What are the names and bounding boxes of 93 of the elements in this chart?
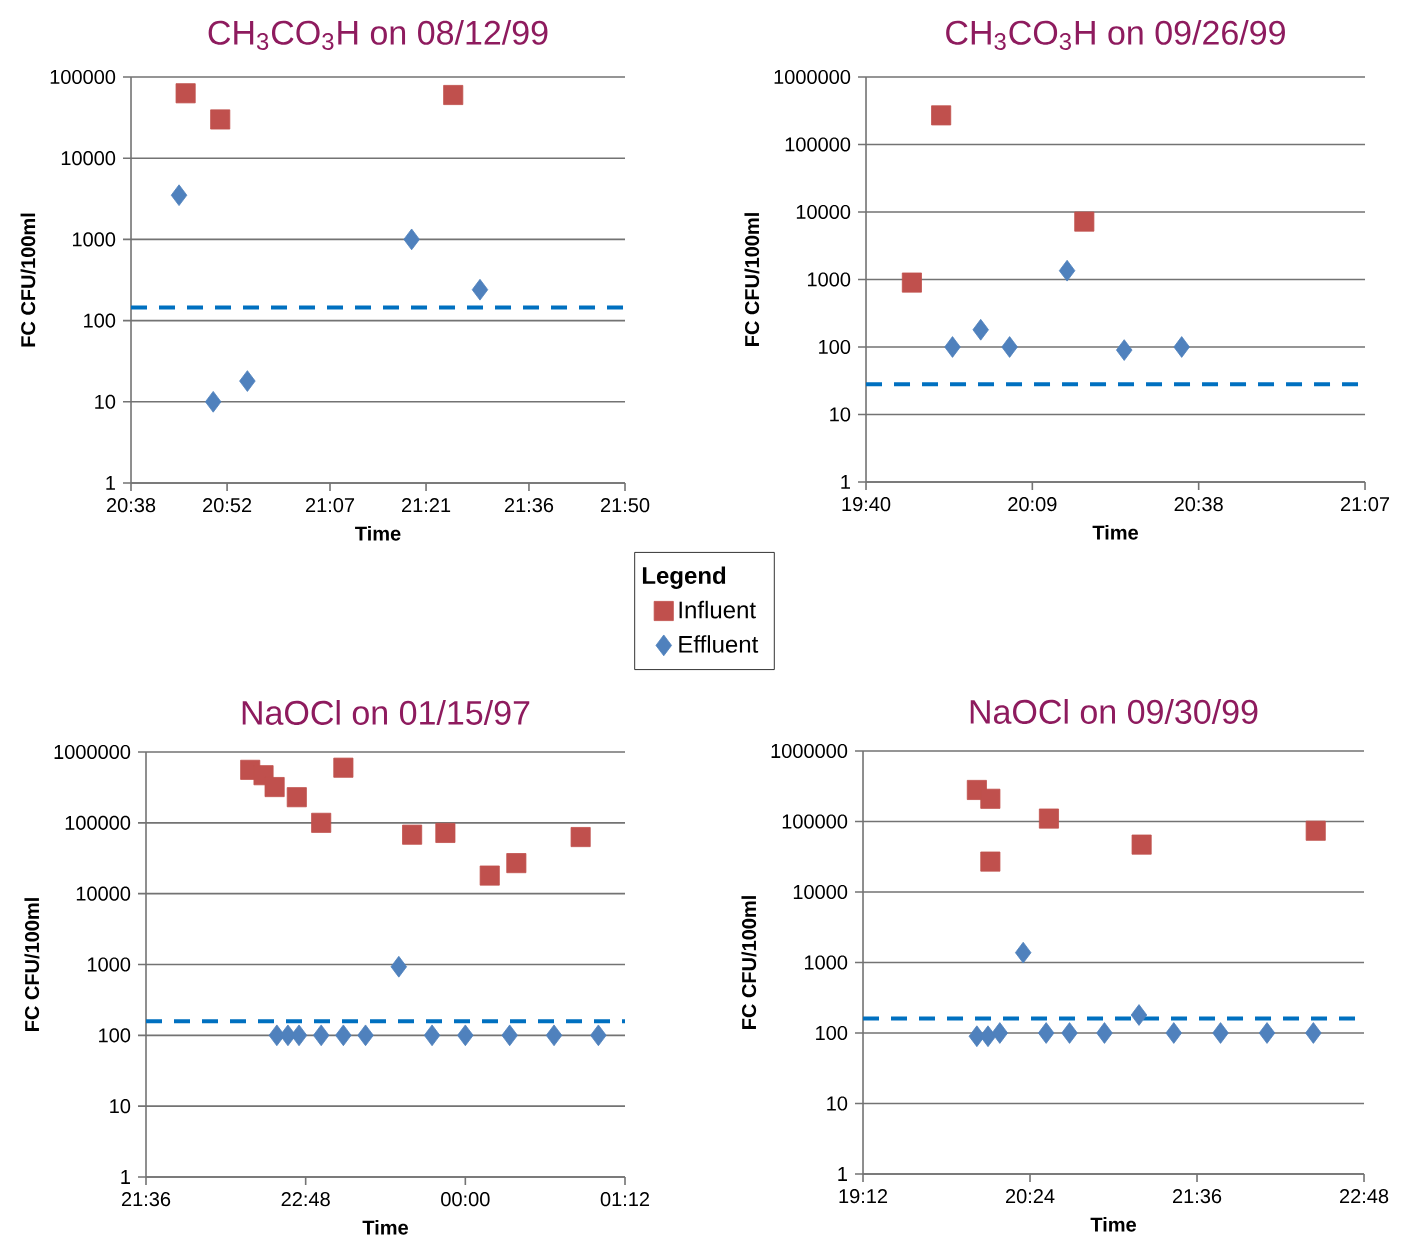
y-axis-title: FC CFU/100ml — [20, 213, 36, 347]
y-axis-title: FC CFU/100ml — [744, 213, 760, 346]
y-tick-label: 100000 — [50, 69, 116, 85]
y-tick-label: 10 — [827, 1096, 848, 1111]
point — [1038, 808, 1059, 829]
y-axis-title: FC CFU/100ml — [24, 898, 40, 1031]
point — [205, 390, 222, 413]
chart-title: CH$_{3}$CO$_{3}$H on 08/12/99 — [208, 19, 548, 50]
point — [1305, 820, 1326, 841]
x-tick-label: 22:48 — [281, 1192, 330, 1207]
y-axis-title: FC CFU/100ml — [741, 896, 757, 1029]
x-axis-title: Time — [1090, 1216, 1136, 1232]
x-tick-label: 20:52 — [203, 498, 252, 513]
point — [979, 1025, 997, 1048]
x-tick-label: 19:12 — [839, 1189, 888, 1204]
point — [1074, 211, 1095, 232]
y-tick-label: 100000 — [65, 815, 131, 830]
y-tick-label: 100000 — [785, 137, 851, 152]
x-tick-label: 21:36 — [121, 1192, 171, 1207]
point — [1037, 1022, 1055, 1044]
point — [170, 184, 188, 207]
x-tick-label: 20:24 — [1005, 1189, 1055, 1204]
x-tick-label: 00:00 — [441, 1192, 490, 1207]
y-tick-label: 1 — [841, 475, 850, 489]
point — [1096, 1022, 1113, 1044]
point — [980, 851, 1001, 872]
point — [972, 318, 989, 341]
legend-label: Effluent — [679, 635, 759, 653]
point — [1305, 1022, 1322, 1044]
legend-title: Legend — [642, 566, 726, 589]
point — [1014, 941, 1032, 964]
point — [443, 85, 464, 105]
y-tick-label: 10000 — [61, 151, 116, 166]
x-tick-label: 21:07 — [305, 498, 355, 513]
point — [944, 336, 961, 358]
point — [1258, 1022, 1276, 1044]
point — [980, 788, 1001, 809]
x-tick-label: 22:48 — [1340, 1189, 1389, 1204]
y-tick-label: 1000 — [807, 272, 851, 287]
point — [991, 1022, 1009, 1044]
point — [175, 83, 196, 104]
point — [239, 370, 256, 392]
point — [1058, 259, 1076, 282]
point — [1130, 1004, 1148, 1026]
y-tick-label: 1 — [106, 476, 115, 490]
x-tick-label: 01:12 — [600, 1192, 650, 1207]
point — [1212, 1022, 1229, 1044]
y-tick-label: 1000 — [804, 955, 848, 970]
y-tick-label: 1 — [838, 1167, 847, 1181]
y-tick-label: 1 — [121, 1170, 130, 1184]
point — [1116, 339, 1133, 361]
x-tick-label: 20:38 — [106, 498, 156, 513]
x-axis-title: Time — [362, 1219, 408, 1235]
y-tick-label: 100 — [819, 339, 851, 355]
y-tick-label: 10000 — [76, 886, 131, 901]
x-tick-label: 21:36 — [504, 498, 554, 513]
point — [901, 272, 922, 293]
y-tick-label: 100 — [84, 313, 116, 328]
y-tick-label: 1000 — [87, 957, 131, 972]
x-tick-label: 21:07 — [1341, 497, 1390, 512]
point — [471, 278, 489, 301]
y-tick-label: 100000 — [782, 814, 848, 829]
x-tick-label: 21:36 — [1173, 1189, 1222, 1204]
legend-label: Influent — [679, 600, 756, 619]
x-axis-title: Time — [1092, 524, 1138, 540]
y-tick-label: 1000000 — [774, 69, 851, 85]
y-tick-label: 10 — [110, 1099, 131, 1114]
x-tick-label: 20:09 — [1008, 497, 1057, 512]
point — [210, 109, 231, 130]
y-tick-label: 1000000 — [54, 744, 131, 760]
chart-title: CH$_{3}$CO$_{3}$H on 09/26/99 — [946, 19, 1285, 50]
x-tick-label: 21:21 — [402, 498, 451, 513]
y-tick-label: 1000 — [72, 232, 116, 247]
point — [931, 105, 952, 126]
chart-title: NaOCl on 01/15/97 — [242, 699, 530, 725]
point — [1061, 1022, 1078, 1044]
y-tick-label: 10000 — [793, 884, 848, 900]
point — [1001, 336, 1018, 358]
y-tick-label: 100 — [816, 1025, 848, 1041]
x-tick-label: 21:50 — [600, 498, 650, 513]
point — [1173, 336, 1190, 358]
point — [1131, 834, 1152, 855]
x-tick-label: 19:40 — [842, 497, 891, 512]
x-axis-title: Time — [355, 525, 401, 541]
y-tick-label: 1000000 — [771, 743, 848, 759]
chart-title: NaOCl on 09/30/99 — [970, 698, 1258, 724]
point — [403, 228, 420, 251]
x-tick-label: 20:38 — [1174, 497, 1223, 512]
y-tick-label: 100 — [99, 1028, 131, 1043]
y-tick-label: 10 — [830, 407, 851, 422]
point — [1165, 1022, 1182, 1044]
y-tick-label: 10000 — [796, 204, 851, 220]
y-tick-label: 10 — [95, 394, 116, 409]
